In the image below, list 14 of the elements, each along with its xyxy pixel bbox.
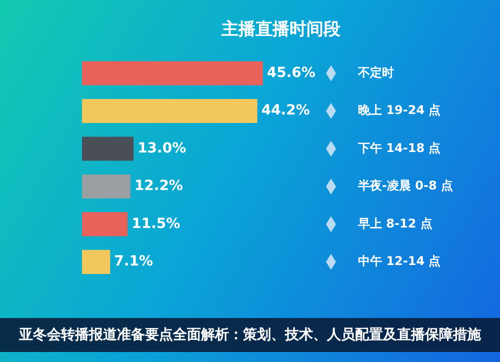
data-label: 45.6% xyxy=(266,64,316,81)
text: 亚冬会转播报道准备要点全面解析：策划、技术、人员配置及直播保障措施 xyxy=(0,318,500,352)
y-tick-label: 中午 12-14 点 xyxy=(358,254,441,268)
y-tick-label: 晚上 19-24 点 xyxy=(358,103,441,118)
y-tick-label: 下午 14-18 点 xyxy=(357,140,441,155)
data-label: 13.0% xyxy=(138,140,186,156)
data-label: 12.2% xyxy=(134,178,183,194)
data-label: 11.5% xyxy=(132,216,180,232)
y-tick-label: 半夜-凌晨 0-8 点 xyxy=(357,178,454,193)
chart-title: 主播直播时间段 xyxy=(220,20,342,40)
data-label: 7.1% xyxy=(114,254,153,270)
data-label: 44.2% xyxy=(261,102,310,119)
y-tick-label: 早上 8-12 点 xyxy=(357,216,432,230)
y-tick-label: 不定时 xyxy=(357,65,394,80)
